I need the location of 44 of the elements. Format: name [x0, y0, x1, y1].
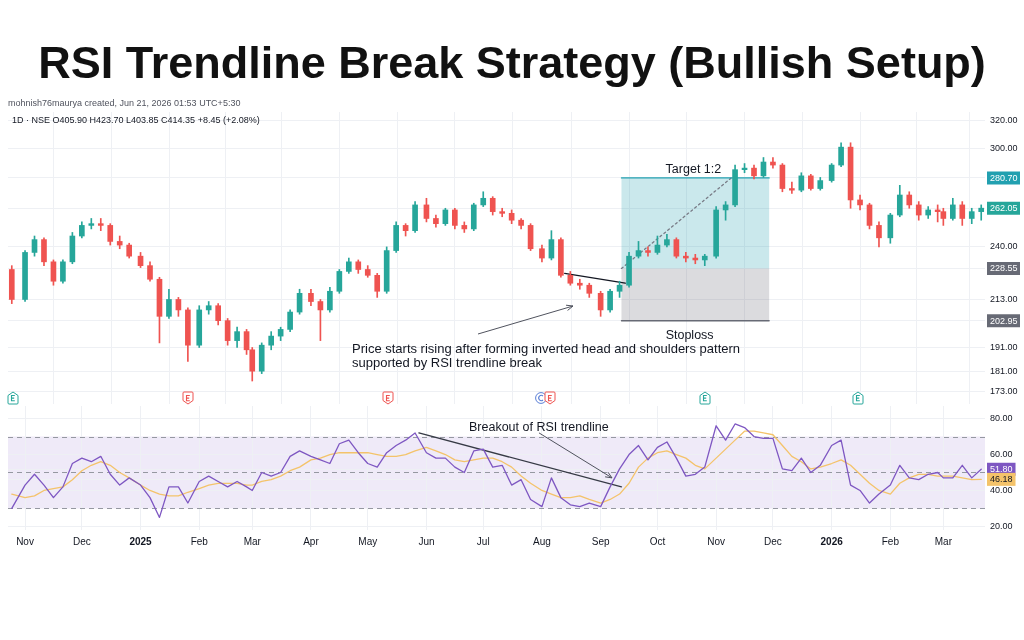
- y-tick-label: 80.00: [990, 413, 1013, 424]
- y-tick-label: 60.00: [990, 449, 1013, 460]
- x-tick-label: Nov: [707, 535, 726, 547]
- y-tick-label: 300.00: [990, 143, 1018, 154]
- x-tick-label: 2026: [820, 535, 844, 547]
- x-tick-label: Jul: [476, 535, 490, 547]
- x-tick-label: Feb: [190, 535, 209, 547]
- annotation: Price starts rising after forming inverted head and shoulders pattern supported by RSI trendline break: [352, 341, 741, 370]
- x-tick-label: Nov: [16, 535, 34, 547]
- x-tick-label: 2025: [129, 535, 153, 547]
- y-tick-label: 213.00: [990, 293, 1018, 304]
- y-tick-label: 173.00: [990, 385, 1018, 396]
- annotation: 1D · NSE O405.90 H423.70 L403.85 C414.35 +8.45 (+2.08%): [12, 115, 260, 126]
- annotation: Stoploss: [665, 327, 714, 342]
- annotation: Breakout of RSI trendline: [469, 419, 609, 434]
- y-tick-label: 280.70: [990, 172, 1018, 183]
- y-tick-label: 46.18: [990, 474, 1013, 485]
- x-tick-label: Aug: [533, 535, 551, 547]
- y-tick-label: 181.00: [990, 365, 1018, 376]
- y-tick-label: 320.00: [990, 114, 1018, 125]
- x-tick-label: Apr: [303, 535, 320, 547]
- candlestick: [978, 204, 985, 221]
- x-tick-label: Dec: [72, 535, 91, 547]
- y-tick-label: 228.55: [990, 263, 1018, 274]
- candlestick: [97, 218, 104, 232]
- y-tick-label: 40.00: [990, 484, 1013, 495]
- y-tick-label: 191.00: [990, 341, 1018, 352]
- chart-title: RSI Trendline Break Strategy (Bullish Setup): [37, 37, 987, 89]
- x-tick-label: Dec: [764, 535, 782, 547]
- x-tick-label: Oct: [649, 535, 666, 547]
- y-tick-label: 240.00: [990, 241, 1018, 252]
- x-tick-label: Mar: [243, 535, 262, 547]
- y-tick-label: 202.95: [990, 315, 1018, 326]
- x-tick-label: May: [358, 535, 378, 547]
- x-tick-label: Jun: [418, 535, 435, 547]
- y-tick-label: 51.80: [990, 464, 1013, 475]
- candlestick: [789, 181, 795, 194]
- annotation: Target 1:2: [665, 161, 722, 176]
- y-tick-label: 262.05: [990, 203, 1018, 214]
- chart-subtitle: mohnish76maurya created, Jun 21, 2026 01:53 UTC+5:30: [8, 97, 241, 109]
- y-tick-label: 20.00: [990, 520, 1013, 531]
- x-tick-label: Mar: [934, 535, 953, 547]
- x-tick-label: Feb: [881, 535, 900, 547]
- x-tick-label: Sep: [591, 535, 610, 547]
